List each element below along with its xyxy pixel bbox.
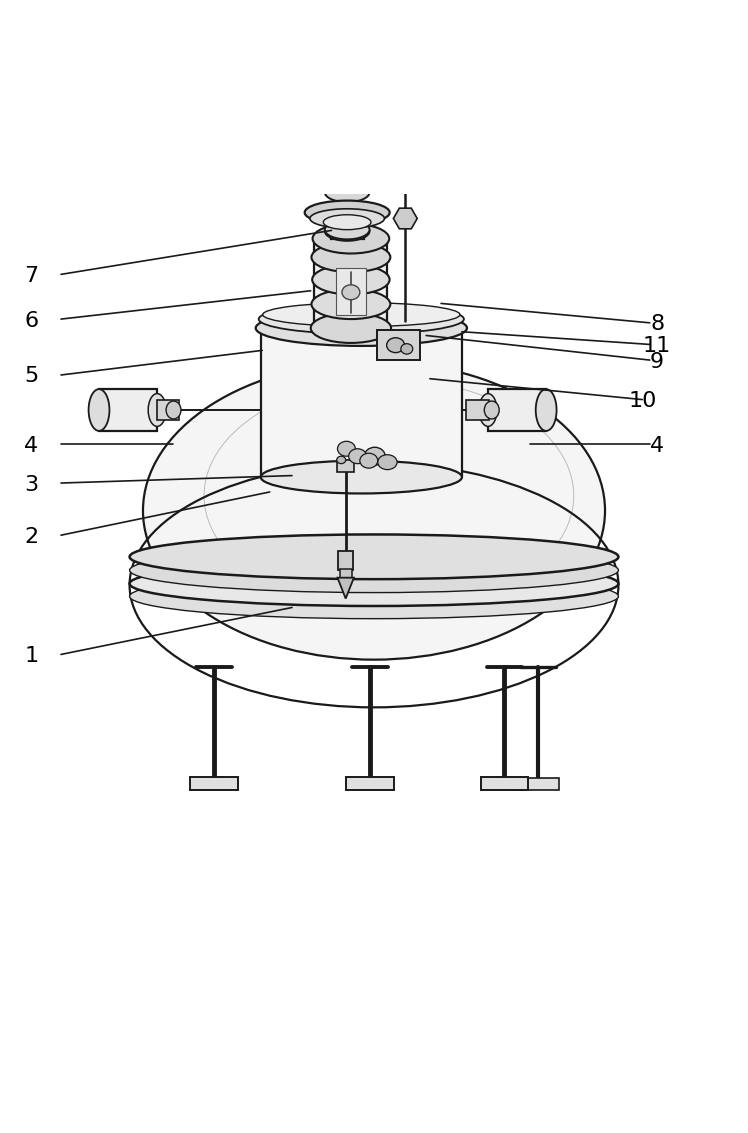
Polygon shape: [337, 578, 354, 598]
Bar: [314, 239, 387, 329]
Ellipse shape: [310, 313, 391, 343]
Ellipse shape: [148, 393, 166, 426]
Ellipse shape: [325, 203, 370, 222]
Ellipse shape: [129, 548, 619, 593]
Ellipse shape: [337, 441, 355, 457]
Text: 5: 5: [24, 366, 38, 386]
Ellipse shape: [129, 561, 619, 606]
Bar: [480, 776, 528, 790]
Ellipse shape: [392, 154, 419, 167]
Text: 1: 1: [24, 646, 38, 666]
Ellipse shape: [401, 343, 413, 355]
Ellipse shape: [311, 289, 390, 320]
Bar: [517, 778, 559, 790]
Bar: [467, 400, 488, 420]
Ellipse shape: [393, 162, 417, 171]
Ellipse shape: [129, 535, 619, 579]
Ellipse shape: [88, 389, 109, 431]
Ellipse shape: [323, 215, 371, 230]
Ellipse shape: [484, 401, 499, 419]
Text: 9: 9: [650, 351, 664, 372]
Text: 3: 3: [24, 475, 38, 494]
Ellipse shape: [325, 220, 370, 239]
Text: 7: 7: [24, 266, 38, 286]
Bar: [340, 569, 352, 578]
Ellipse shape: [378, 454, 397, 469]
Text: 6: 6: [24, 310, 38, 331]
Text: 2: 2: [24, 527, 38, 547]
Bar: [331, 216, 364, 239]
Ellipse shape: [263, 303, 460, 326]
Bar: [157, 400, 180, 420]
Ellipse shape: [310, 208, 384, 228]
Ellipse shape: [325, 182, 370, 202]
Ellipse shape: [311, 242, 390, 272]
Ellipse shape: [259, 304, 464, 334]
Ellipse shape: [261, 461, 462, 494]
Bar: [488, 389, 546, 431]
Bar: [261, 329, 462, 477]
Ellipse shape: [337, 457, 346, 463]
Ellipse shape: [349, 449, 367, 463]
Ellipse shape: [313, 223, 389, 254]
Text: 10: 10: [628, 391, 657, 411]
Text: 4: 4: [650, 436, 664, 455]
Bar: [377, 330, 420, 360]
Ellipse shape: [143, 361, 605, 659]
Ellipse shape: [304, 201, 390, 224]
Ellipse shape: [166, 401, 181, 419]
Bar: [99, 389, 157, 431]
Ellipse shape: [256, 310, 467, 346]
Ellipse shape: [325, 221, 370, 241]
Bar: [337, 460, 354, 471]
Ellipse shape: [360, 453, 378, 468]
Bar: [338, 551, 353, 570]
Text: 4: 4: [24, 436, 38, 455]
Ellipse shape: [342, 284, 360, 300]
Text: 11: 11: [643, 335, 671, 356]
Bar: [346, 776, 394, 790]
Bar: [336, 269, 366, 315]
Text: 8: 8: [650, 314, 664, 334]
Ellipse shape: [129, 574, 619, 619]
Ellipse shape: [312, 265, 390, 295]
Ellipse shape: [479, 393, 497, 426]
Ellipse shape: [536, 389, 557, 431]
Ellipse shape: [364, 448, 385, 466]
Ellipse shape: [387, 338, 405, 352]
Bar: [190, 776, 238, 790]
